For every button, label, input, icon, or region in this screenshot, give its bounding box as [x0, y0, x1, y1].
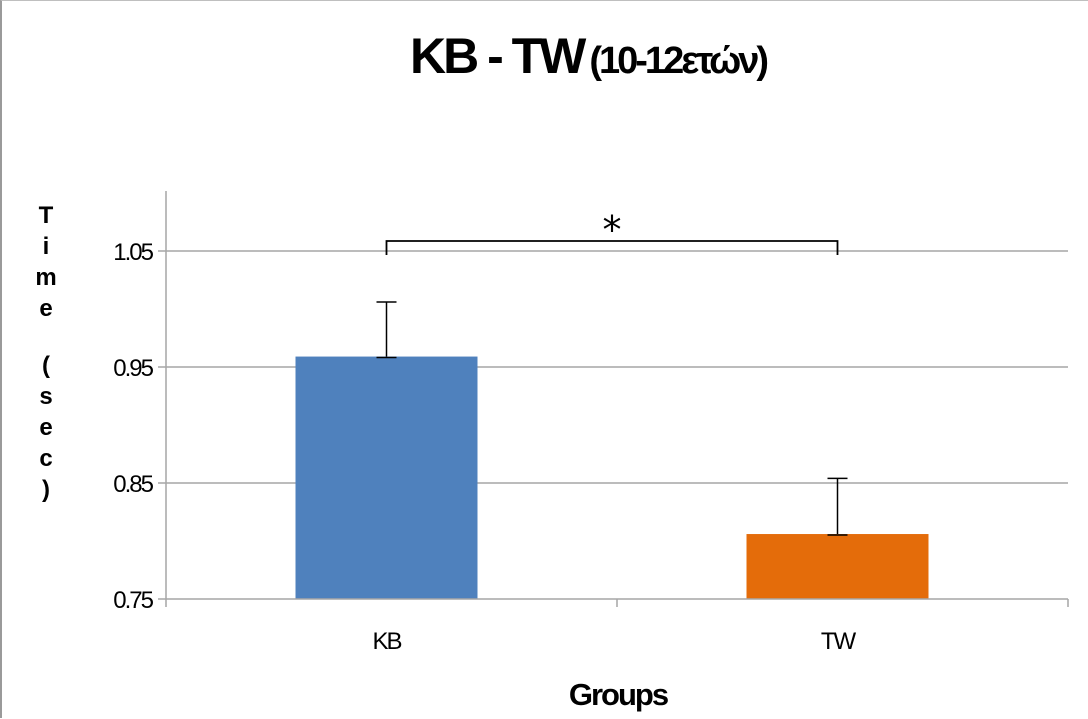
chart-title: KB - TW (10-12ετών): [410, 28, 767, 84]
y-tick-label: 0.95: [113, 355, 153, 382]
y-axis-label-char: s: [39, 383, 52, 410]
y-tick-label: 0.85: [113, 471, 153, 498]
bar-kb: [295, 356, 478, 599]
significance-bracket-line: [385, 240, 839, 255]
axes: 0.75 0.85 0.95 1.05 KB TW: [113, 191, 1069, 655]
y-axis-label-char: T: [39, 202, 54, 229]
y-axis-label-char: ): [42, 476, 50, 503]
chart-title-main: KB - TW: [410, 28, 587, 84]
y-axis-label-char: i: [43, 233, 50, 260]
y-tick-label: 0.75: [113, 587, 153, 614]
y-axis-label-char: e: [39, 295, 52, 322]
y-axis-label-char: m: [35, 264, 56, 291]
chart-subtitle: (10-12ετών): [589, 40, 767, 82]
x-tick-label-tw: TW: [821, 628, 857, 655]
y-axis-label-char: c: [39, 445, 52, 472]
y-axis-label-char: e: [39, 414, 52, 441]
bar-tw: [746, 534, 929, 599]
x-axis-label: Groups: [569, 677, 668, 712]
y-tick-label: 1.05: [113, 239, 153, 266]
bars: [295, 356, 929, 599]
error-bars: [376, 301, 848, 536]
significance-asterisk: *: [603, 208, 622, 252]
x-tick-label-kb: KB: [372, 628, 401, 655]
significance-bracket: *: [385, 208, 839, 255]
y-axis-label-char: (: [42, 352, 50, 379]
